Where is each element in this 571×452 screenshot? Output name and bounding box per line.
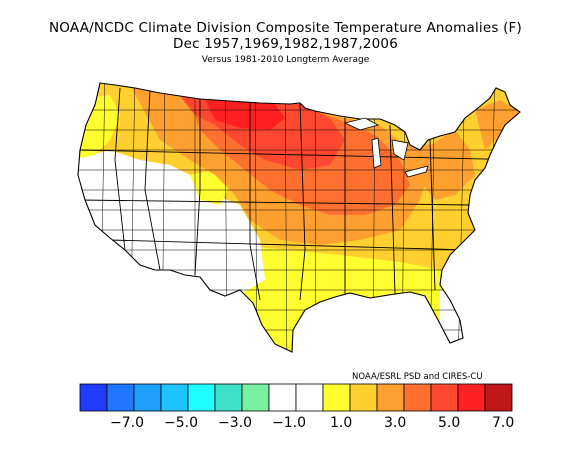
lake-superior xyxy=(343,117,380,131)
legend-swatch xyxy=(403,383,432,412)
map-title: NOAA/NCDC Climate Division Composite Tem… xyxy=(49,20,522,36)
legend-swatch xyxy=(484,383,513,412)
legend-swatch xyxy=(79,383,108,412)
legend-tick-label: 1.0 xyxy=(330,415,352,431)
legend-swatch xyxy=(430,383,459,412)
legend-swatch xyxy=(160,383,189,412)
legend-tick-label: −7.0 xyxy=(110,415,144,431)
legend-tick-label: −1.0 xyxy=(272,415,306,431)
lake-huron xyxy=(391,139,409,161)
map-subtitle-years: Dec 1957,1969,1982,1987,2006 xyxy=(173,36,398,52)
legend-swatch xyxy=(322,383,351,412)
legend-tick-label: −3.0 xyxy=(218,415,252,431)
map-subtitle-baseline: Versus 1981-2010 Longterm Average xyxy=(201,55,370,65)
legend-tick-label: 7.0 xyxy=(492,415,514,431)
legend-swatch xyxy=(457,383,486,412)
legend-swatch xyxy=(214,383,243,412)
legend-swatch xyxy=(376,383,405,412)
legend-tick-label: 3.0 xyxy=(384,415,406,431)
legend-swatch xyxy=(241,383,270,412)
legend-swatch xyxy=(268,383,297,412)
lake-michigan xyxy=(371,137,382,169)
legend-swatch xyxy=(349,383,378,412)
legend-swatch xyxy=(295,383,324,412)
state-borders xyxy=(79,87,520,301)
legend-swatch xyxy=(187,383,216,412)
legend-swatch xyxy=(133,383,162,412)
legend-swatch xyxy=(106,383,135,412)
data-credit: NOAA/ESRL PSD and CIRES-CU xyxy=(352,372,483,382)
lake-erie xyxy=(404,165,429,178)
legend-tick-label: 5.0 xyxy=(438,415,460,431)
legend-tick-label: −5.0 xyxy=(164,415,198,431)
